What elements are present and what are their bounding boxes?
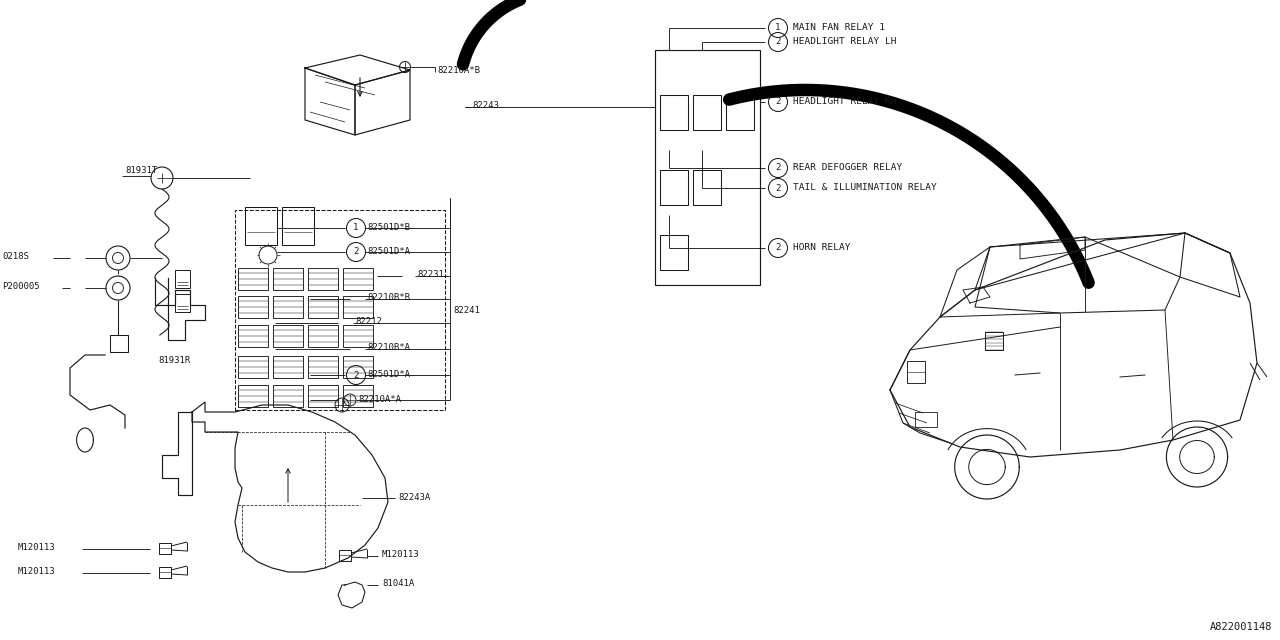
Text: HEADLIGHT RELAY RH: HEADLIGHT RELAY RH <box>794 97 896 106</box>
Text: 1: 1 <box>776 24 781 33</box>
Text: 2: 2 <box>353 371 358 380</box>
Text: 2: 2 <box>353 248 358 257</box>
Bar <box>726 95 754 130</box>
Bar <box>908 361 925 383</box>
Text: 81931R: 81931R <box>157 356 191 365</box>
Text: 2: 2 <box>776 38 781 47</box>
Bar <box>655 50 760 285</box>
Text: HORN RELAY: HORN RELAY <box>794 243 850 252</box>
Bar <box>282 207 314 245</box>
Bar <box>692 95 721 130</box>
Text: M120113: M120113 <box>18 567 55 576</box>
Text: 82243A: 82243A <box>398 493 430 502</box>
Text: 2: 2 <box>776 163 781 173</box>
Text: 82210A*A: 82210A*A <box>358 395 401 404</box>
Bar <box>273 385 303 407</box>
Bar <box>308 356 338 378</box>
Bar <box>238 385 268 407</box>
Bar <box>308 268 338 290</box>
Text: REAR DEFOGGER RELAY: REAR DEFOGGER RELAY <box>794 163 902 172</box>
Text: 82241: 82241 <box>453 306 480 315</box>
Bar <box>159 543 172 554</box>
Text: 81041A: 81041A <box>381 579 415 588</box>
Bar <box>343 356 372 378</box>
Text: 2: 2 <box>776 97 781 106</box>
Bar <box>159 566 172 577</box>
Bar <box>273 296 303 318</box>
Bar <box>110 335 128 352</box>
Bar <box>238 268 268 290</box>
Text: M120113: M120113 <box>381 550 420 559</box>
Text: A822001148: A822001148 <box>1210 622 1272 632</box>
Text: 82210B*A: 82210B*A <box>367 343 410 352</box>
Bar <box>236 210 445 410</box>
Text: MAIN FAN RELAY 1: MAIN FAN RELAY 1 <box>794 23 884 32</box>
Text: HEADLIGHT RELAY LH: HEADLIGHT RELAY LH <box>794 37 896 46</box>
Text: TAIL & ILLUMINATION RELAY: TAIL & ILLUMINATION RELAY <box>794 183 937 192</box>
Bar <box>343 385 372 407</box>
Bar <box>343 296 372 318</box>
Bar <box>238 325 268 347</box>
Bar <box>308 296 338 318</box>
Bar <box>692 170 721 205</box>
Bar <box>660 170 689 205</box>
Bar <box>244 207 276 245</box>
Bar <box>175 270 189 288</box>
Bar <box>273 268 303 290</box>
Bar <box>308 385 338 407</box>
Bar <box>308 325 338 347</box>
Bar <box>660 95 689 130</box>
Text: 82243: 82243 <box>472 101 499 110</box>
Text: 82212: 82212 <box>355 317 381 326</box>
Text: P200005: P200005 <box>3 282 40 291</box>
Text: 82501D*A: 82501D*A <box>367 247 410 256</box>
Text: 2: 2 <box>776 243 781 253</box>
Text: 82231: 82231 <box>417 270 444 279</box>
Text: M120113: M120113 <box>18 543 55 552</box>
Text: 2: 2 <box>776 184 781 193</box>
Bar <box>339 550 351 561</box>
Bar <box>986 332 1004 350</box>
Text: 1: 1 <box>353 223 358 232</box>
Bar <box>175 294 189 312</box>
Bar <box>238 356 268 378</box>
Text: 82501D*B: 82501D*B <box>367 223 410 232</box>
Bar <box>343 325 372 347</box>
Text: 82501D*A: 82501D*A <box>367 370 410 379</box>
Bar <box>238 296 268 318</box>
Bar <box>660 235 689 270</box>
Bar <box>343 268 372 290</box>
Bar <box>915 412 937 427</box>
Bar <box>273 325 303 347</box>
Text: 82210A*B: 82210A*B <box>436 66 480 75</box>
Text: 82210B*B: 82210B*B <box>367 293 410 302</box>
Bar <box>273 356 303 378</box>
Text: 81931T: 81931T <box>125 166 157 175</box>
Text: 0218S: 0218S <box>3 252 29 261</box>
